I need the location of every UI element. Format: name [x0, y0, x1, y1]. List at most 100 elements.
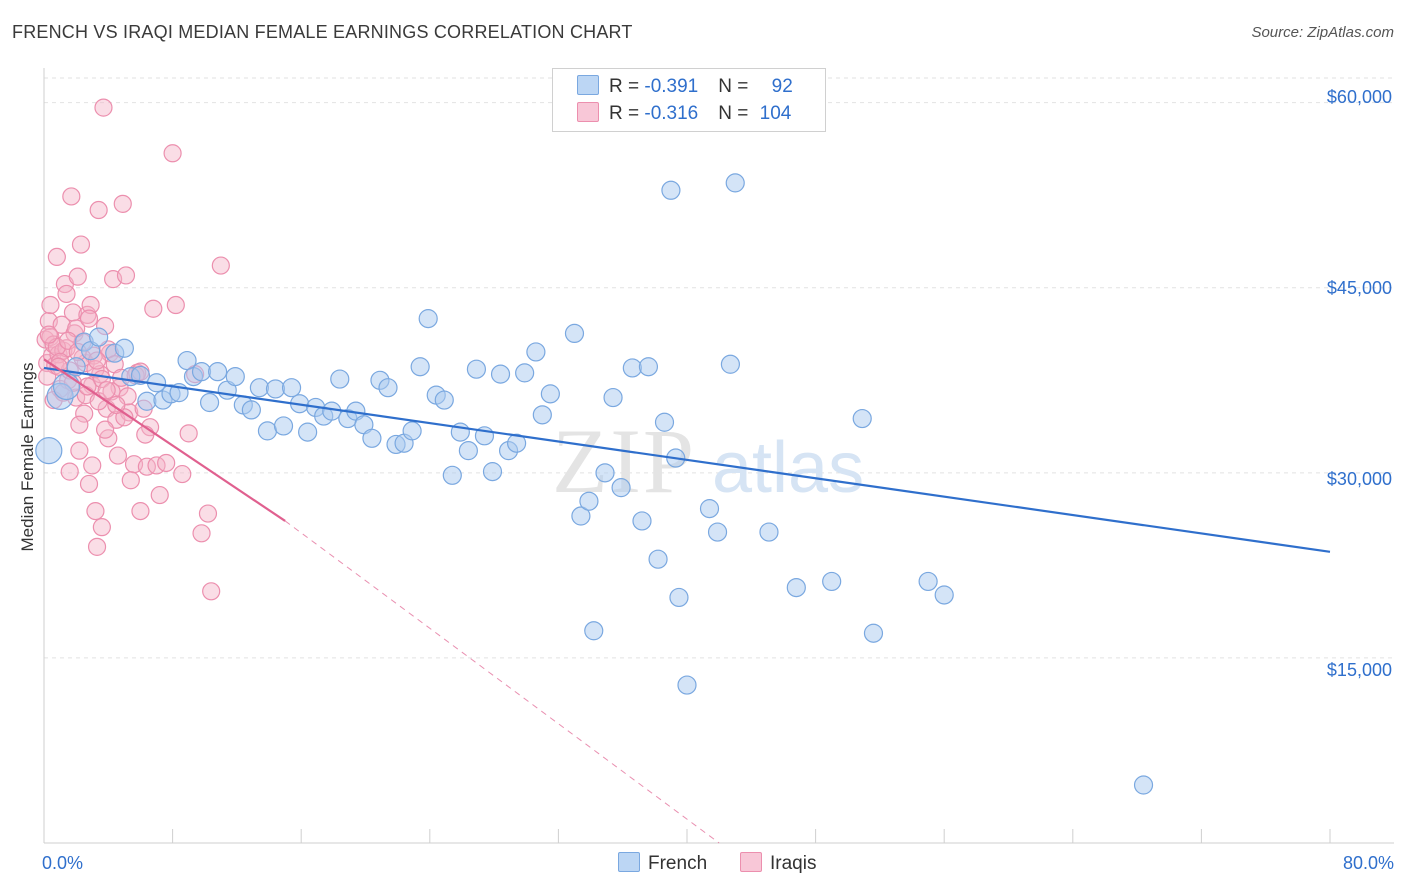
- legend-iraqis-n-value: 104: [759, 103, 792, 124]
- legend-french-n-value: 92: [771, 76, 793, 97]
- french-point: [137, 391, 157, 411]
- legend-french-r-value: -0.391: [644, 76, 699, 97]
- french-point: [852, 408, 872, 429]
- french-point: [89, 327, 109, 347]
- french-point: [918, 571, 938, 592]
- iraqis-point: [87, 537, 107, 556]
- french-point: [330, 369, 350, 389]
- french-points: [35, 173, 1154, 795]
- source-label: Source: ZipAtlas.com: [1251, 24, 1394, 41]
- french-point: [482, 462, 503, 482]
- grid-lines: [44, 77, 1394, 659]
- french-point: [725, 173, 745, 193]
- bottom-iraqis-swatch: [740, 852, 762, 872]
- iraqis-point: [144, 299, 163, 318]
- legend-french-r-label: R =: [609, 76, 645, 97]
- legend-row-iraqis: R = -0.316 N = 104: [577, 102, 791, 126]
- french-point: [281, 378, 302, 398]
- iraqis-point: [131, 501, 150, 521]
- x-tick-label-min: 0.0%: [42, 853, 84, 873]
- french-point: [458, 441, 478, 461]
- french-point: [191, 362, 212, 382]
- bottom-legend-french: French: [618, 852, 707, 875]
- iraqis-point: [62, 187, 81, 206]
- french-point: [661, 180, 681, 200]
- iraqis-point: [166, 295, 185, 315]
- iraqis-point: [47, 247, 66, 267]
- iraqis-point: [107, 395, 126, 415]
- french-point: [822, 571, 842, 592]
- iraqis-point: [113, 194, 132, 213]
- iraqis-point: [70, 441, 89, 460]
- french-point: [130, 365, 151, 385]
- iraqis-point: [89, 200, 108, 220]
- french-point: [402, 421, 422, 441]
- french-point: [540, 384, 560, 404]
- french-point: [720, 354, 741, 374]
- french-point: [298, 422, 318, 442]
- french-swatch: [577, 75, 599, 95]
- iraqis-point: [75, 404, 94, 423]
- french-point: [114, 338, 134, 358]
- iraqis-point: [150, 485, 169, 505]
- french-point: [515, 363, 535, 383]
- watermark-atlas: atlas: [712, 428, 864, 508]
- french-point: [1133, 775, 1154, 795]
- y-tick-label-30000: $30,000: [1326, 469, 1392, 489]
- french-point: [707, 522, 728, 542]
- iraqis-trend-line: [43, 358, 286, 522]
- iraqis-trend-extension: [284, 520, 720, 844]
- chart-title: FRENCH VS IRAQI MEDIAN FEMALE EARNINGS C…: [12, 22, 633, 42]
- french-point: [532, 405, 552, 425]
- french-point: [759, 522, 779, 542]
- iraqis-point: [108, 446, 128, 465]
- french-point: [322, 401, 342, 421]
- iraqis-point: [95, 420, 115, 439]
- iraqis-swatch: [577, 102, 599, 122]
- iraqis-point: [52, 315, 71, 334]
- french-point: [378, 378, 398, 398]
- french-point: [35, 437, 63, 465]
- y-axis-title: Median Female Earnings: [18, 362, 37, 552]
- y-tick-label-60000: $60,000: [1326, 87, 1392, 107]
- french-point: [225, 366, 245, 387]
- french-point: [595, 463, 615, 483]
- french-point: [622, 358, 642, 378]
- iraqis-point: [137, 457, 156, 476]
- french-point: [579, 491, 599, 511]
- french-point: [490, 364, 511, 384]
- french-point: [273, 416, 294, 436]
- y-tick-label-15000: $15,000: [1326, 660, 1392, 680]
- legend-iraqis-r-value: -0.316: [644, 103, 699, 124]
- iraqis-point: [157, 453, 176, 473]
- iraqis-point: [198, 504, 218, 523]
- french-point: [611, 478, 631, 498]
- iraqis-point: [92, 518, 111, 537]
- iraqis-point: [94, 98, 113, 117]
- french-point: [265, 379, 286, 399]
- french-point: [863, 623, 884, 643]
- iraqis-point: [97, 381, 116, 400]
- french-trend-line: [43, 366, 1331, 553]
- iraqis-point: [57, 284, 76, 304]
- iraqis-point: [70, 415, 89, 434]
- french-point: [564, 323, 585, 344]
- iraqis-point: [192, 524, 211, 543]
- french-point: [507, 433, 527, 453]
- iraqis-point: [39, 325, 58, 344]
- french-point: [52, 372, 81, 401]
- french-point: [934, 585, 954, 605]
- french-point: [632, 511, 652, 531]
- french-point: [466, 359, 487, 379]
- iraqis-point: [163, 144, 182, 163]
- french-point: [410, 357, 430, 377]
- french-point: [257, 421, 278, 441]
- iraqis-point: [136, 425, 155, 444]
- trend-lines: [43, 358, 1331, 844]
- bottom-legend-french-label: French: [648, 853, 708, 874]
- french-point: [249, 378, 270, 398]
- legend-iraqis-n-label: N =: [718, 103, 754, 124]
- bottom-legend-iraqis-label: Iraqis: [770, 853, 817, 874]
- french-point: [677, 675, 697, 695]
